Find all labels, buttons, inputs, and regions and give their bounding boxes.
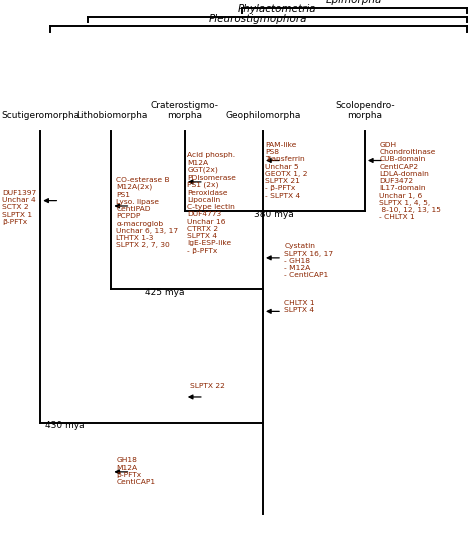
Text: Craterostigmo-
morpha: Craterostigmo- morpha bbox=[151, 101, 219, 120]
Text: Geophilomorpha: Geophilomorpha bbox=[225, 111, 301, 120]
Text: Lithobiomorpha: Lithobiomorpha bbox=[76, 111, 147, 120]
Text: CO-esterase B
M12A(2x)
PS1
Lyso. lipase
CentiPAD
PCPDP
α-macroglob
Unchar 6, 13,: CO-esterase B M12A(2x) PS1 Lyso. lipase … bbox=[116, 177, 178, 248]
Text: 430 mya: 430 mya bbox=[45, 421, 85, 430]
Text: CHLTX 1
SLPTX 4: CHLTX 1 SLPTX 4 bbox=[284, 300, 315, 313]
Text: Scutigeromorpha: Scutigeromorpha bbox=[1, 111, 79, 120]
Text: GH18
M12A
β-PFTx
CentiCAP1: GH18 M12A β-PFTx CentiCAP1 bbox=[116, 457, 155, 485]
Text: SLPTX 22: SLPTX 22 bbox=[190, 383, 225, 388]
Text: Cystatin
SLPTX 16, 17
- GH18
- M12A
- CentiCAP1: Cystatin SLPTX 16, 17 - GH18 - M12A - Ce… bbox=[284, 243, 334, 278]
Text: 425 mya: 425 mya bbox=[145, 288, 184, 297]
Text: DUF1397
Unchar 4
SCTX 2
SLPTX 1
β-PFTx: DUF1397 Unchar 4 SCTX 2 SLPTX 1 β-PFTx bbox=[2, 190, 36, 225]
Text: Phylactometria: Phylactometria bbox=[238, 4, 317, 14]
Text: Pleurostigmophora: Pleurostigmophora bbox=[209, 13, 308, 24]
Text: GDH
Chondroitinase
CUB-domain
CentiCAP2
LDLA-domain
DUF3472
IL17-domain
Unchar 1: GDH Chondroitinase CUB-domain CentiCAP2 … bbox=[379, 142, 441, 220]
Text: PAM-like
PS8
Transferrin
Unchar 5
GEOTX 1, 2
SLPTX 21
- β-PFTx
- SLPTX 4: PAM-like PS8 Transferrin Unchar 5 GEOTX … bbox=[265, 142, 308, 198]
Text: Epimorpha: Epimorpha bbox=[326, 0, 383, 5]
Text: Scolopendro-
morpha: Scolopendro- morpha bbox=[335, 101, 395, 120]
Text: Acid phosph.
M12A
GGT(2x)
PDIsomerase
PS1 (2x)
Peroxidase
Lipocalin
C-type lecti: Acid phosph. M12A GGT(2x) PDIsomerase PS… bbox=[187, 152, 236, 254]
Text: 380 mya: 380 mya bbox=[254, 210, 293, 219]
